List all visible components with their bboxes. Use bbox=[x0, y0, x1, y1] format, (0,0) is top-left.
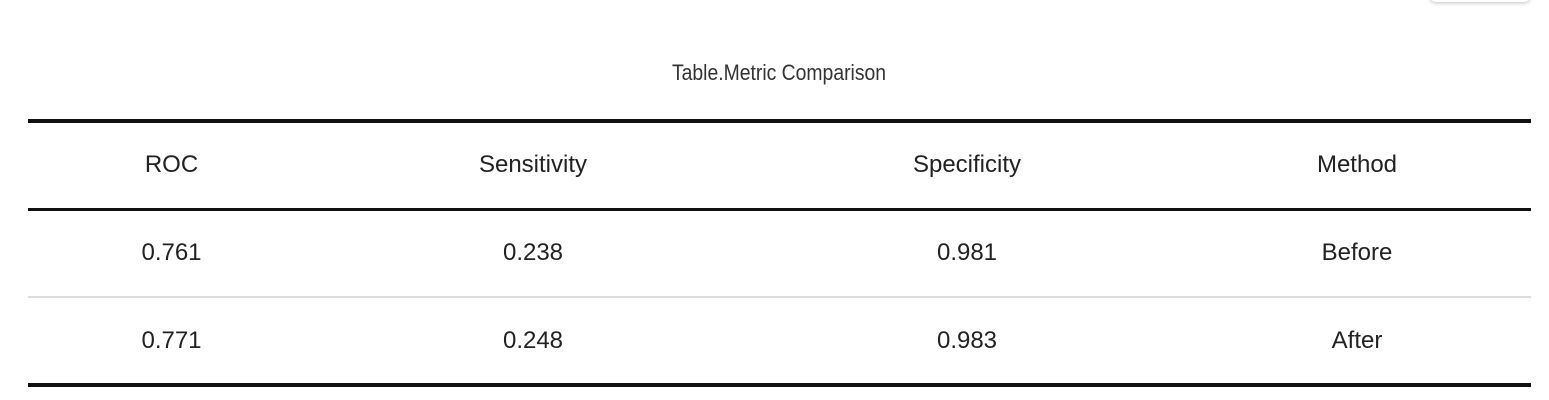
table-row: 0.771 0.248 0.983 After bbox=[28, 297, 1531, 385]
cell-roc: 0.761 bbox=[141, 239, 202, 267]
corner-tab[interactable] bbox=[1430, 0, 1530, 2]
table-row: 0.761 0.238 0.981 Before bbox=[28, 209, 1531, 297]
cell-specificity: 0.981 bbox=[936, 239, 998, 267]
table-header: ROC Sensitivity Specificity Method bbox=[28, 121, 1531, 209]
header-roc: ROC bbox=[144, 151, 199, 179]
cell-sensitivity: 0.238 bbox=[502, 239, 564, 267]
cell-method: Before bbox=[1321, 239, 1393, 267]
cell-roc: 0.771 bbox=[141, 326, 202, 354]
cell-sensitivity: 0.248 bbox=[502, 326, 564, 354]
cell-specificity: 0.983 bbox=[936, 326, 998, 354]
header-specificity: Specificity bbox=[912, 151, 1022, 179]
table-body: 0.761 0.238 0.981 Before 0.771 0.248 0.9… bbox=[28, 209, 1531, 385]
header-row: ROC Sensitivity Specificity Method bbox=[28, 121, 1531, 209]
metric-comparison-table: ROC Sensitivity Specificity Method 0.761… bbox=[28, 119, 1531, 387]
header-sensitivity: Sensitivity bbox=[478, 151, 588, 179]
table-caption: Table.Metric Comparison bbox=[671, 60, 887, 85]
header-method: Method bbox=[1316, 151, 1398, 179]
cell-method: After bbox=[1331, 326, 1383, 354]
